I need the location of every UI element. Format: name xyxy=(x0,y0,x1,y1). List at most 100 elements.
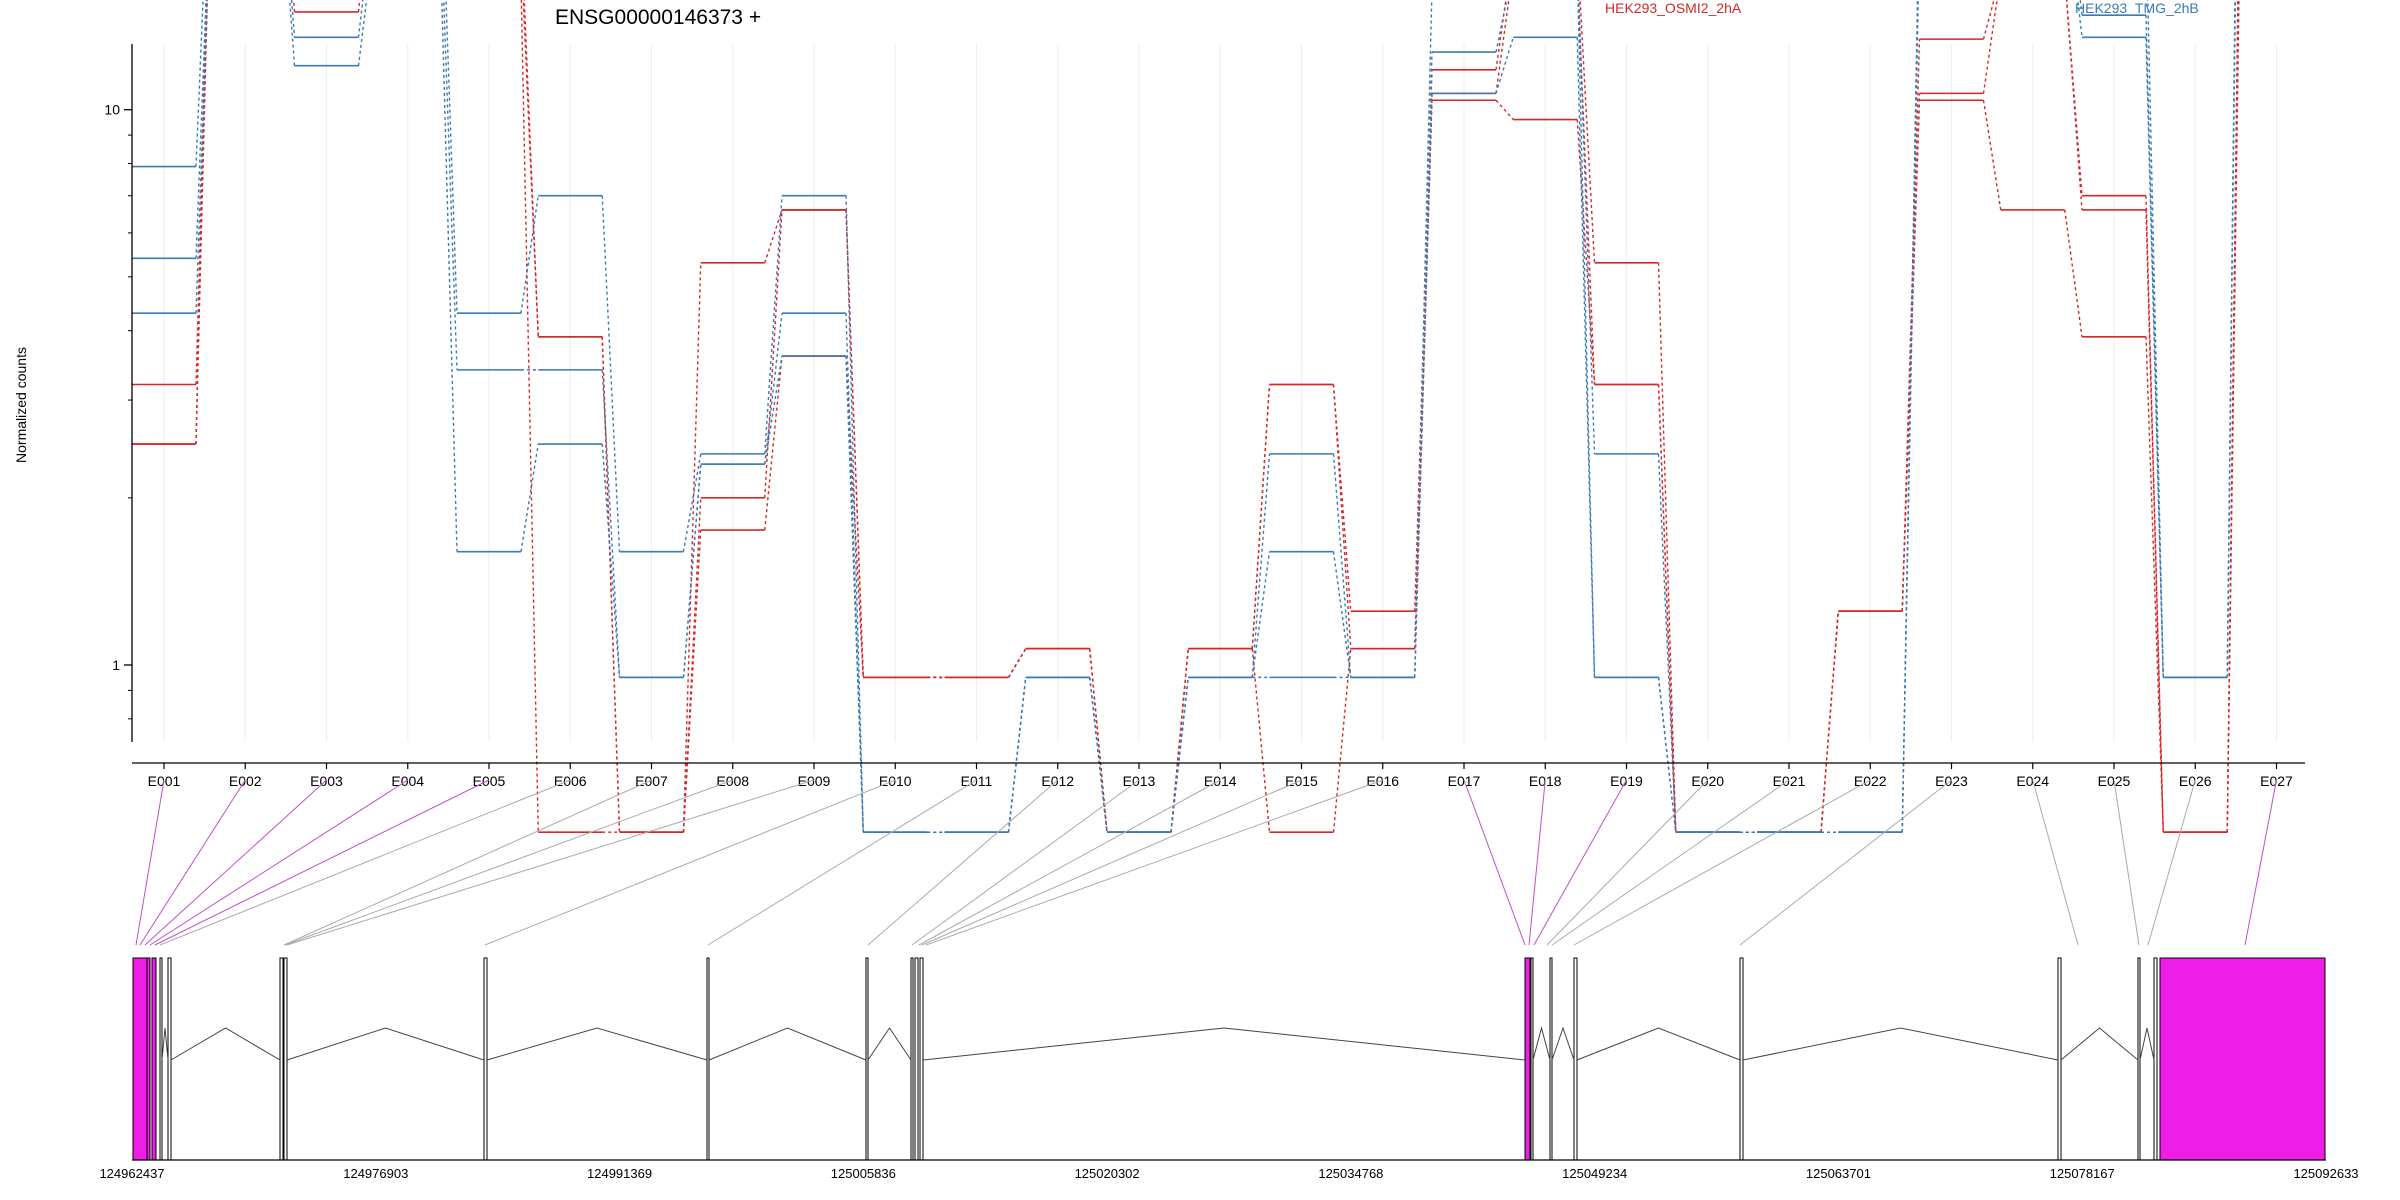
genomic-tick-label: 124976903 xyxy=(343,1166,408,1181)
exon-link-e004 xyxy=(149,779,409,946)
connector-e019 xyxy=(1657,384,1677,833)
connector-e009 xyxy=(845,313,864,833)
exon-box-13 xyxy=(919,957,924,1161)
connector-e006 xyxy=(601,336,621,833)
exon-link-e019 xyxy=(1533,779,1627,946)
exon-box-14 xyxy=(1524,957,1531,1161)
connector-e026 xyxy=(2226,0,2236,678)
exon-box-7 xyxy=(283,957,288,1161)
exon-label-e006: E006 xyxy=(554,773,587,789)
exon-link-e014 xyxy=(918,779,1221,946)
connector-e011 xyxy=(1007,648,1027,678)
exon-link-e010 xyxy=(484,779,896,946)
connector-e013 xyxy=(1170,648,1189,833)
exon-box-9 xyxy=(706,957,710,1161)
connector-e009 xyxy=(845,356,864,833)
exon-box-16 xyxy=(1549,957,1553,1161)
connector-e008 xyxy=(764,356,783,531)
y-axis-title: Normalized counts xyxy=(13,347,29,463)
exon-label-e020: E020 xyxy=(1691,773,1724,789)
exon-link-e016 xyxy=(925,779,1383,946)
connector-e018 xyxy=(1579,0,1596,263)
genomic-tick-label: 125005836 xyxy=(831,1166,896,1181)
chart-title: ENSG00000146373 + xyxy=(555,6,761,29)
connector-e004 xyxy=(445,0,458,314)
genomic-tick-label: 125049234 xyxy=(1562,1166,1627,1181)
connector-e013 xyxy=(1170,677,1189,833)
connector-e015 xyxy=(1332,384,1352,612)
exon-link-e008 xyxy=(284,779,733,946)
intron-9 xyxy=(708,1027,867,1061)
exon-label-e007: E007 xyxy=(635,773,668,789)
exon-label-e010: E010 xyxy=(879,773,912,789)
connector-e018 xyxy=(1577,0,1596,678)
connector-e015 xyxy=(1332,384,1352,649)
exon-box-20 xyxy=(2137,957,2141,1161)
connector-e026 xyxy=(2226,0,2240,833)
exon-link-e018 xyxy=(1528,779,1546,946)
connector-e011 xyxy=(1007,648,1027,678)
connector-e017 xyxy=(1495,0,1508,53)
connector-e025 xyxy=(2145,209,2164,833)
exon-label-e019: E019 xyxy=(1610,773,1643,789)
intron-15 xyxy=(1532,1026,1551,1061)
connector-e024 xyxy=(2065,0,2083,210)
connector-e026 xyxy=(2226,0,2239,833)
connector-e014 xyxy=(1251,648,1271,833)
exon-box-21 xyxy=(2153,957,2158,1161)
connector-e005 xyxy=(520,0,539,833)
connector-e008 xyxy=(764,195,783,454)
connector-e019 xyxy=(1657,677,1677,833)
exon-box-12 xyxy=(914,957,919,1161)
legend-label-tmg: HEK293_TMG_2hB xyxy=(2075,0,2199,16)
connector-e011 xyxy=(1007,677,1027,833)
intron-16 xyxy=(1551,1026,1575,1061)
exon-label-e005: E005 xyxy=(473,773,506,789)
exon-link-e022 xyxy=(1573,779,1871,946)
exon-link-e013 xyxy=(911,779,1140,946)
exon-box-18 xyxy=(1739,957,1744,1161)
connector-e001 xyxy=(195,0,207,259)
exon-link-e002 xyxy=(139,779,246,946)
exon-link-e005 xyxy=(154,779,490,946)
intron-7 xyxy=(286,1027,485,1061)
exon-link-e025 xyxy=(2113,779,2140,946)
exon-connectors xyxy=(135,779,2277,946)
connector-e024 xyxy=(2064,209,2083,337)
intron-8 xyxy=(486,1027,708,1061)
intron-18 xyxy=(1742,1027,2059,1061)
exon-link-e017 xyxy=(1463,779,1526,946)
series-lines xyxy=(132,0,2240,833)
connector-e005 xyxy=(522,0,539,337)
connector-e014 xyxy=(1251,384,1271,649)
connector-e025 xyxy=(2145,336,2164,833)
connector-e017 xyxy=(1495,37,1514,94)
connector-e025 xyxy=(2145,37,2164,678)
connector-e018 xyxy=(1577,0,1596,385)
intron-20 xyxy=(2139,1027,2155,1061)
exon-link-e007 xyxy=(283,779,652,946)
legend-label-osmi: HEK293_OSMI2_2hA xyxy=(1605,0,1742,16)
connector-e011 xyxy=(1007,648,1027,678)
connector-e001 xyxy=(195,0,204,167)
exon-link-e011 xyxy=(707,779,977,946)
exon-box-8 xyxy=(483,957,488,1161)
connector-e008 xyxy=(764,209,783,498)
genomic-tick-label: 125020302 xyxy=(1075,1166,1140,1181)
exon-link-e023 xyxy=(1739,779,1952,946)
exon-label-e023: E023 xyxy=(1935,773,1968,789)
vertical-gridlines xyxy=(163,44,2277,742)
exon-link-e024 xyxy=(2032,779,2079,946)
exon-box-17 xyxy=(1573,957,1578,1161)
exon-label-e015: E015 xyxy=(1285,773,1318,789)
connector-e022 xyxy=(1901,39,1921,612)
connector-e006 xyxy=(601,443,621,678)
connector-e003 xyxy=(357,0,361,12)
connector-e026 xyxy=(2226,0,2236,678)
exon-link-e020 xyxy=(1546,779,1709,946)
connector-e008 xyxy=(764,313,783,465)
exon-link-e012 xyxy=(867,779,1059,946)
connector-e014 xyxy=(1251,453,1271,678)
connector-e019 xyxy=(1657,262,1677,833)
exon-link-e006 xyxy=(159,779,571,946)
